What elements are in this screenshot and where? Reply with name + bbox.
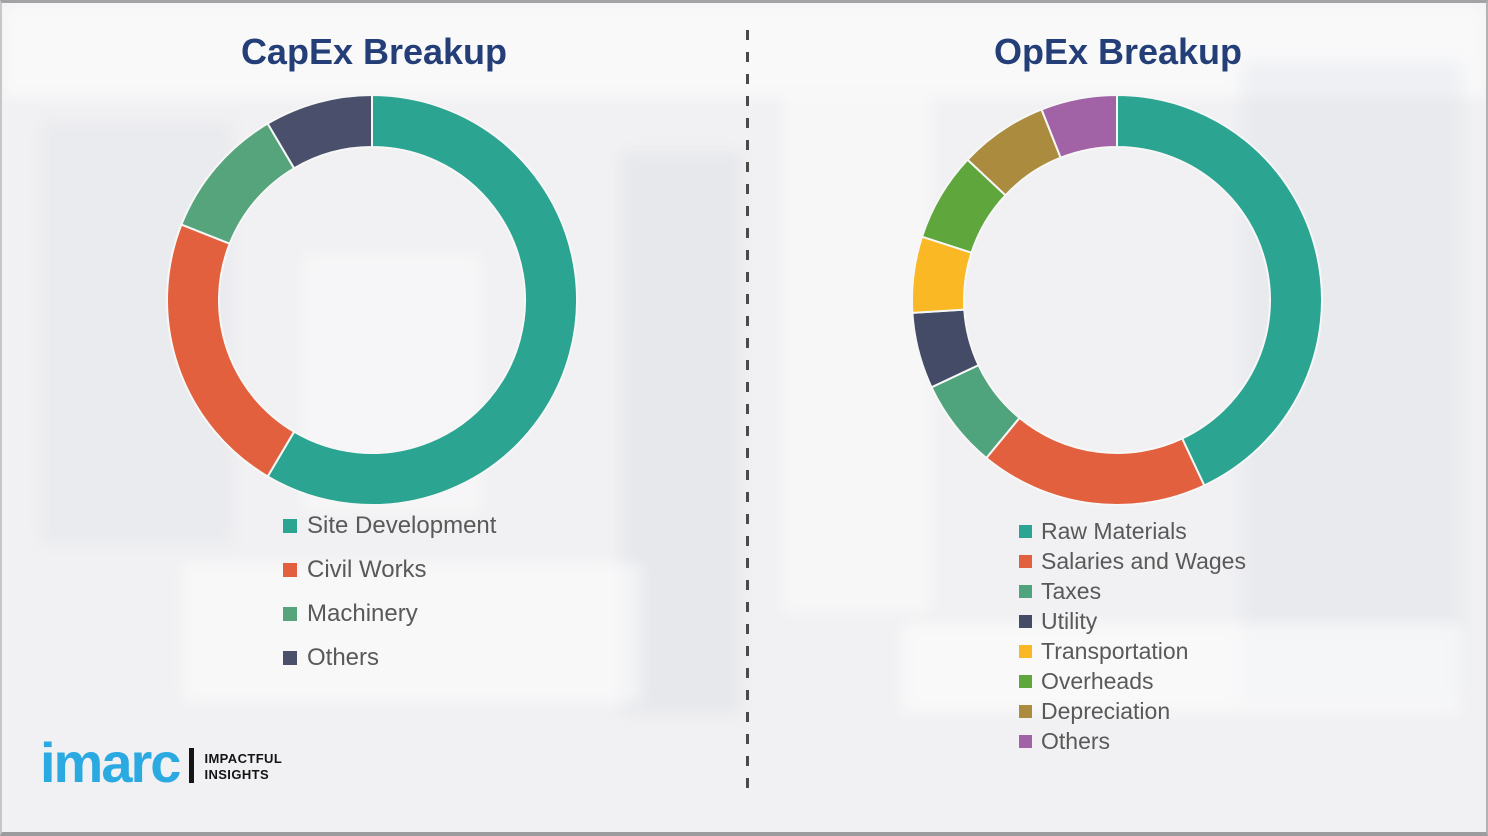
legend-item-depreciation: Depreciation — [1019, 699, 1246, 723]
legend-label: Utility — [1041, 608, 1098, 634]
donut-segment-others — [266, 93, 373, 170]
legend-item-machinery: Machinery — [283, 602, 496, 626]
legend-swatch-raw-materials — [1019, 524, 1032, 538]
legend-label: Salaries and Wages — [1041, 548, 1246, 574]
legend-item-raw-materials: Raw Materials — [1019, 519, 1246, 543]
donut-segment-site-development — [266, 93, 578, 506]
legend-swatch-site-development — [283, 519, 297, 533]
legend-item-overheads: Overheads — [1019, 669, 1246, 693]
opex-donut-chart — [911, 93, 1323, 506]
opex-chart-title: OpEx Breakup — [993, 31, 1243, 72]
legend-swatch-others — [1019, 734, 1032, 748]
legend-item-salaries-and-wages: Salaries and Wages — [1019, 549, 1246, 573]
logo-tagline-line1: IMPACTFUL — [204, 751, 283, 766]
legend-item-transportation: Transportation — [1019, 639, 1246, 663]
logo-tagline: IMPACTFUL INSIGHTS — [204, 751, 282, 782]
legend-label: Transportation — [1041, 638, 1189, 664]
legend-label: Others — [1041, 728, 1111, 754]
donut-segment-others — [1040, 93, 1118, 160]
legend-label: Civil Works — [307, 556, 427, 583]
legend-swatch-taxes — [1019, 584, 1032, 598]
legend-label: Overheads — [1041, 668, 1154, 694]
panel-divider-dashed-line — [746, 30, 749, 793]
imarc-logo-text: imarc — [40, 731, 181, 794]
legend-label: Taxes — [1041, 578, 1102, 604]
legend-item-utility: Utility — [1019, 609, 1246, 633]
texture-patch — [622, 153, 742, 713]
legend-swatch-civil-works — [283, 563, 297, 577]
legend-swatch-utility — [1019, 614, 1032, 628]
capex-donut-chart — [166, 93, 578, 506]
legend-label: Site Development — [307, 512, 497, 539]
legend-swatch-machinery — [283, 607, 297, 621]
logo-tagline-line2: INSIGHTS — [204, 766, 270, 782]
opex-legend: Raw Materials Salaries and Wages Taxes Util… — [1019, 519, 1246, 753]
legend-label: Machinery — [307, 600, 418, 627]
legend-swatch-overheads — [1019, 674, 1032, 688]
donut-segment-raw-materials — [1116, 93, 1323, 487]
capex-chart-title: CapEx Breakup — [240, 31, 508, 72]
legend-label: Depreciation — [1041, 698, 1171, 724]
legend-item-site-development: Site Development — [283, 514, 496, 538]
legend-item-civil-works: Civil Works — [283, 558, 496, 582]
legend-swatch-others — [283, 651, 297, 665]
legend-item-taxes: Taxes — [1019, 579, 1246, 603]
legend-item-others: Others — [1019, 729, 1246, 753]
legend-label: Others — [307, 644, 380, 671]
capex-legend: Site Development Civil Works Machinery Othe… — [283, 514, 496, 670]
legend-label: Raw Materials — [1041, 518, 1187, 544]
imarc-logo: imarc IMPACTFUL INSIGHTS — [40, 731, 282, 794]
legend-item-others: Others — [283, 646, 496, 670]
donut-segment-salaries-and-wages — [984, 416, 1206, 506]
logo-divider-bar — [189, 748, 195, 784]
legend-swatch-transportation — [1019, 644, 1032, 658]
legend-swatch-depreciation — [1019, 704, 1032, 718]
donut-segment-civil-works — [166, 223, 296, 478]
legend-swatch-salaries-and-wages — [1019, 554, 1032, 568]
